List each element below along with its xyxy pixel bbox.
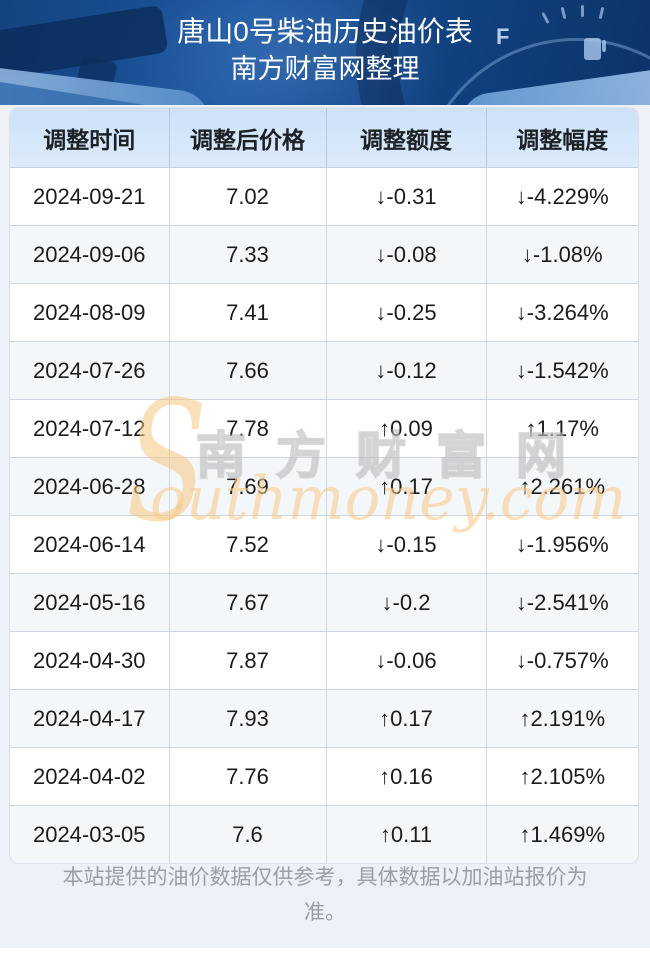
table-row: 2024-09-21 7.02 ↓-0.31 ↓-4.229% (10, 167, 638, 226)
cell-date: 2024-07-26 (10, 341, 170, 400)
cell-price: 7.41 (169, 283, 327, 342)
cell-date: 2024-07-12 (10, 399, 170, 458)
table-row: 2024-04-02 7.76 ↑0.16 ↑2.105% (10, 747, 638, 806)
table-header-row: 调整时间 调整后价格 调整额度 调整幅度 (10, 108, 638, 168)
price-table-card: 调整时间 调整后价格 调整额度 调整幅度 2024-09-21 7.02 ↓-0.3… (9, 107, 639, 864)
table-row: 2024-08-09 7.41 ↓-0.25 ↓-3.264% (10, 283, 638, 342)
fuel-gauge-full-label: F (496, 24, 510, 49)
price-table-body: 2024-09-21 7.02 ↓-0.31 ↓-4.229% 2024-09-06 7.… (10, 167, 638, 863)
cell-pct: ↑1.469% (486, 805, 638, 863)
cell-date: 2024-04-17 (10, 689, 170, 748)
cell-change: ↑0.11 (326, 805, 487, 863)
cell-date: 2024-03-05 (10, 805, 170, 863)
cell-date: 2024-05-16 (10, 573, 170, 632)
fuel-gauge-ring-decoration (356, 0, 650, 107)
cell-pct: ↑2.105% (486, 747, 638, 806)
table-row: 2024-06-28 7.69 ↑0.17 ↑2.261% (10, 457, 638, 516)
table-row: 2024-05-16 7.67 ↓-0.2 ↓-2.541% (10, 573, 638, 632)
cell-pct: ↓-1.956% (486, 515, 638, 574)
cell-change: ↓-0.31 (326, 167, 487, 226)
cell-price: 7.78 (169, 399, 327, 458)
cell-date: 2024-09-21 (10, 167, 170, 226)
cell-change: ↓-0.08 (326, 225, 487, 284)
cell-pct: ↓-0.757% (486, 631, 638, 690)
cell-price: 7.52 (169, 515, 327, 574)
table-row: 2024-07-26 7.66 ↓-0.12 ↓-1.542% (10, 341, 638, 400)
cell-pct: ↓-3.264% (486, 283, 638, 342)
cell-price: 7.69 (169, 457, 327, 516)
cell-price: 7.02 (169, 167, 327, 226)
cell-price: 7.76 (169, 747, 327, 806)
cell-price: 7.67 (169, 573, 327, 632)
table-row: 2024-09-06 7.33 ↓-0.08 ↓-1.08% (10, 225, 638, 284)
cell-date: 2024-04-02 (10, 747, 170, 806)
cell-change: ↑0.16 (326, 747, 487, 806)
cell-price: 7.33 (169, 225, 327, 284)
cell-change: ↑0.09 (326, 399, 487, 458)
column-header-change: 调整额度 (326, 108, 487, 168)
cell-date: 2024-04-30 (10, 631, 170, 690)
cell-pct: ↓-4.229% (486, 167, 638, 226)
cell-change: ↓-0.25 (326, 283, 487, 342)
cell-change: ↓-0.12 (326, 341, 487, 400)
cell-pct: ↓-1.542% (486, 341, 638, 400)
gauge-tick-icon (581, 5, 584, 17)
price-history-table: 调整时间 调整后价格 调整额度 调整幅度 2024-09-21 7.02 ↓-0.3… (10, 108, 638, 863)
cell-change: ↓-0.15 (326, 515, 487, 574)
cell-date: 2024-06-14 (10, 515, 170, 574)
table-row: 2024-07-12 7.78 ↑0.09 ↑1.17% (10, 399, 638, 458)
table-row: 2024-04-17 7.93 ↑0.17 ↑2.191% (10, 689, 638, 748)
cell-pct: ↑1.17% (486, 399, 638, 458)
cell-price: 7.6 (169, 805, 327, 863)
footer: 本站提供的油价数据仅供参考，具体数据以加油站报价为准。 (0, 860, 650, 930)
column-header-date: 调整时间 (10, 108, 170, 168)
disclaimer-text: 本站提供的油价数据仅供参考，具体数据以加油站报价为准。 (62, 866, 588, 924)
column-header-pct: 调整幅度 (486, 108, 638, 168)
cell-change: ↑0.17 (326, 689, 487, 748)
table-row: 2024-04-30 7.87 ↓-0.06 ↓-0.757% (10, 631, 638, 690)
page-subtitle: 南方财富网整理 (230, 54, 420, 84)
hero-text-block: 唐山0号柴油历史油价表 南方财富网整理 (0, 14, 650, 86)
cell-change: ↑0.17 (326, 457, 487, 516)
cell-pct: ↓-2.541% (486, 573, 638, 632)
hero-banner: F 唐山0号柴油历史油价表 南方财富网整理 (0, 0, 650, 107)
cell-date: 2024-06-28 (10, 457, 170, 516)
cell-price: 7.66 (169, 341, 327, 400)
cell-pct: ↑2.191% (486, 689, 638, 748)
cell-date: 2024-08-09 (10, 283, 170, 342)
cell-price: 7.87 (169, 631, 327, 690)
page-title: 唐山0号柴油历史油价表 (177, 16, 473, 47)
cell-change: ↓-0.2 (326, 573, 487, 632)
cell-pct: ↑2.261% (486, 457, 638, 516)
fuel-pump-icon (584, 38, 606, 60)
cell-pct: ↓-1.08% (486, 225, 638, 284)
table-row: 2024-06-14 7.52 ↓-0.15 ↓-1.956% (10, 515, 638, 574)
cell-change: ↓-0.06 (326, 631, 487, 690)
cell-date: 2024-09-06 (10, 225, 170, 284)
table-row: 2024-03-05 7.6 ↑0.11 ↑1.469% (10, 805, 638, 863)
cell-price: 7.93 (169, 689, 327, 748)
column-header-price: 调整后价格 (169, 108, 327, 168)
